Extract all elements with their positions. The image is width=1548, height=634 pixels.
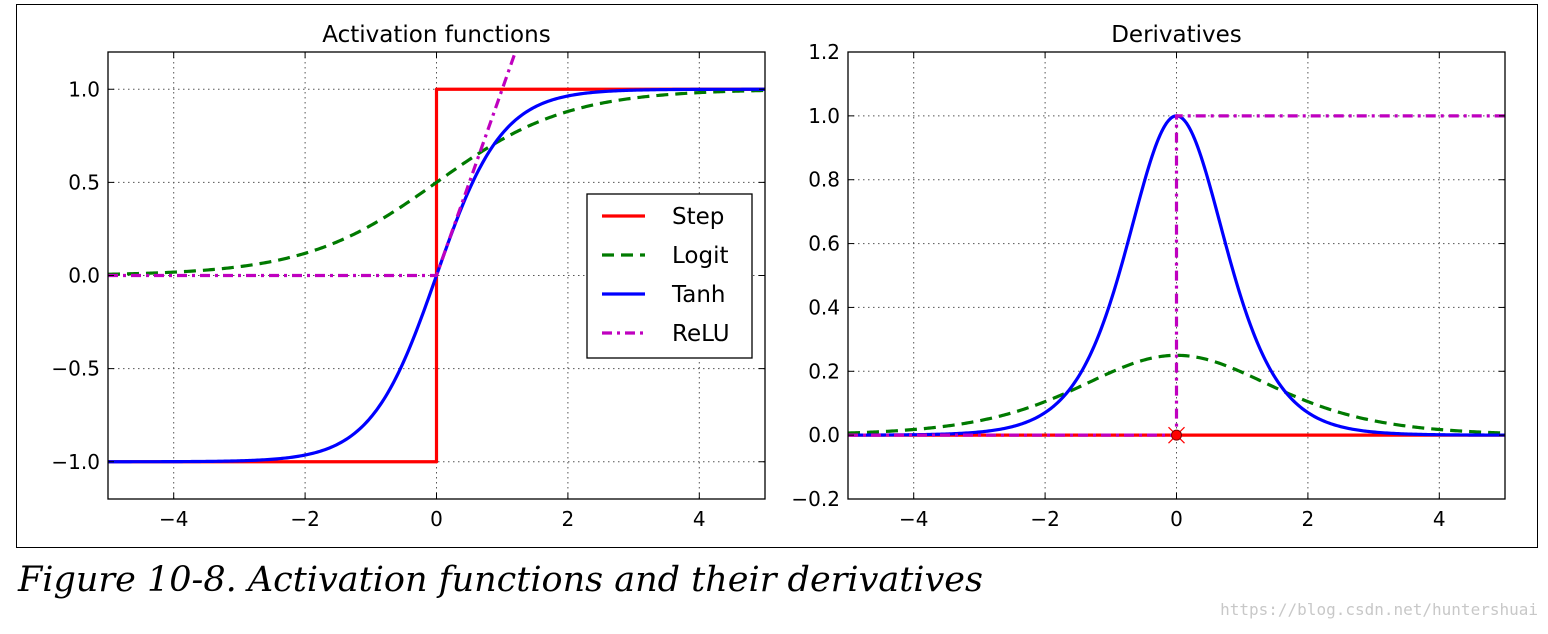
y-tick-label: 0.0 [808,423,840,447]
figure-caption: Figure 10-8. Activation functions and th… [18,560,983,600]
legend: Step Logit Tanh ReLU [586,193,753,359]
y-tick-label: 1.0 [68,77,100,101]
series-line-logit [848,353,1505,435]
y-tick-label: 0.8 [808,168,840,192]
y-tick-label: 0.4 [808,295,840,319]
y-tick-label: −0.2 [791,487,840,511]
chart-title: Derivatives [1111,22,1242,48]
x-tick-label: 2 [1302,507,1315,531]
series-line-relu [848,114,1505,437]
chart-title: Activation functions [322,22,550,48]
x-tick-label: −4 [159,507,188,531]
y-tick-label: −0.5 [51,357,100,381]
x-tick-label: 4 [1433,507,1446,531]
y-tick-label: 0.2 [808,359,840,383]
x-tick-label: −4 [899,507,928,531]
y-tick-label: 0.5 [68,170,100,194]
y-tick-label: 1.0 [808,104,840,128]
step-marker-dot [1171,429,1182,441]
y-tick-label: 0.0 [68,264,100,288]
x-tick-label: −2 [1030,507,1059,531]
x-tick-label: 4 [693,507,706,531]
y-tick-label: 1.2 [808,40,840,64]
x-tick-label: 0 [430,507,443,531]
x-tick-label: 0 [1170,507,1183,531]
y-tick-label: −1.0 [51,450,100,474]
legend-box [586,193,753,359]
series-group [108,52,765,464]
series-group [848,114,1505,437]
y-tick-label: 0.6 [808,232,840,256]
series-line-logit [108,88,765,276]
legend-label-relu: ReLU [672,321,730,347]
x-tick-label: −2 [290,507,319,531]
legend-label-logit: Logit [672,243,729,269]
legend-label-step: Step [672,204,724,230]
watermark: https://blog.csdn.net/huntershuai [1220,600,1538,619]
x-tick-label: 2 [562,507,575,531]
series-line-relu [108,52,518,278]
legend-label-tanh: Tanh [671,282,726,308]
